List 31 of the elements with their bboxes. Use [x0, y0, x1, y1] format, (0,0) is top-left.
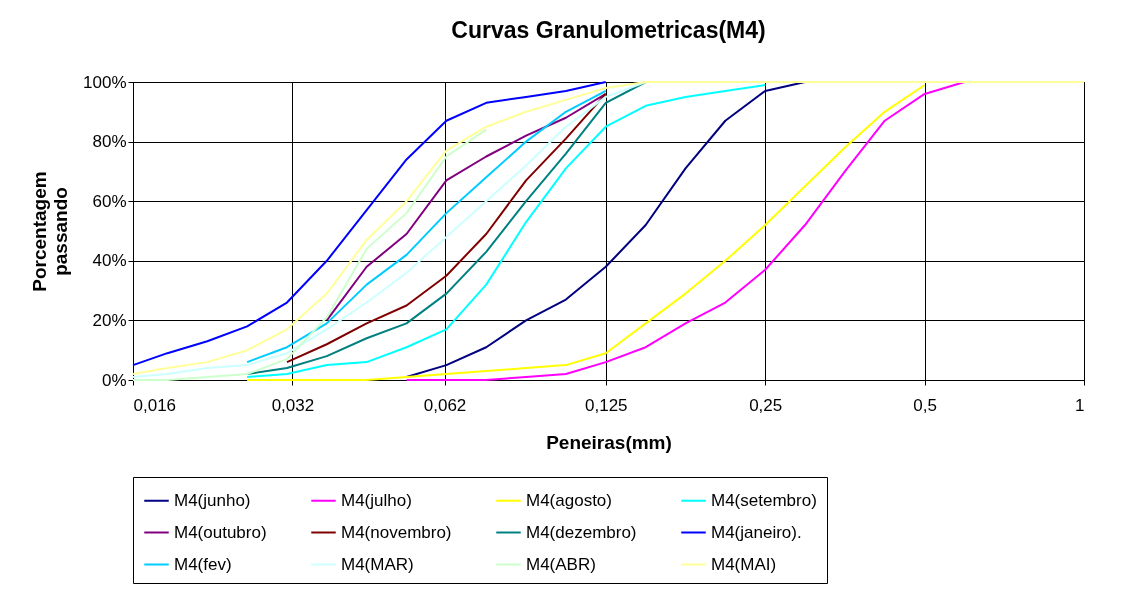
legend-label: M4(fev) [174, 554, 232, 574]
y-axis-title: Porcentagem passando [29, 171, 72, 292]
y-tick-label: 80% [92, 132, 127, 152]
y-tick-label: 0% [101, 370, 127, 390]
x-tick-label: 0,125 [585, 395, 628, 415]
x-tick-label: 0,062 [423, 395, 467, 415]
legend-label: M4(novembro) [341, 522, 452, 542]
legend-label: M4(dezembro) [526, 522, 637, 542]
x-tick-label: 0,032 [271, 395, 315, 415]
y-tick-label: 20% [92, 310, 127, 330]
line-series [246, 81, 647, 376]
x-axis-title: Peneiras(mm) [546, 431, 672, 453]
legend-label: M4(MAR) [341, 554, 414, 574]
line-series [246, 83, 926, 381]
x-tick-label: 0,016 [133, 395, 177, 415]
legend-label: M4(janeiro). [711, 522, 802, 542]
x-tick-label: 0,5 [913, 395, 937, 415]
line-series [325, 92, 607, 322]
legend-label: M4(MAI) [711, 554, 777, 574]
legend-label: M4(outubro) [174, 522, 267, 542]
legend-label: M4(setembro) [711, 490, 817, 510]
x-tick-label: 0,25 [749, 395, 783, 415]
chart-title: Curvas Granulometricas(M4) [451, 17, 766, 43]
legend-label: M4(ABR) [526, 554, 596, 574]
y-tick-label: 100% [83, 72, 127, 92]
legend-label: M4(junho) [174, 490, 251, 510]
legend-label: M4(agosto) [526, 490, 612, 510]
y-tick-label: 60% [92, 191, 127, 211]
x-tick-label: 1 [1075, 395, 1085, 415]
legend-label: M4(julho) [341, 490, 412, 510]
y-tick-label: 40% [92, 251, 127, 271]
